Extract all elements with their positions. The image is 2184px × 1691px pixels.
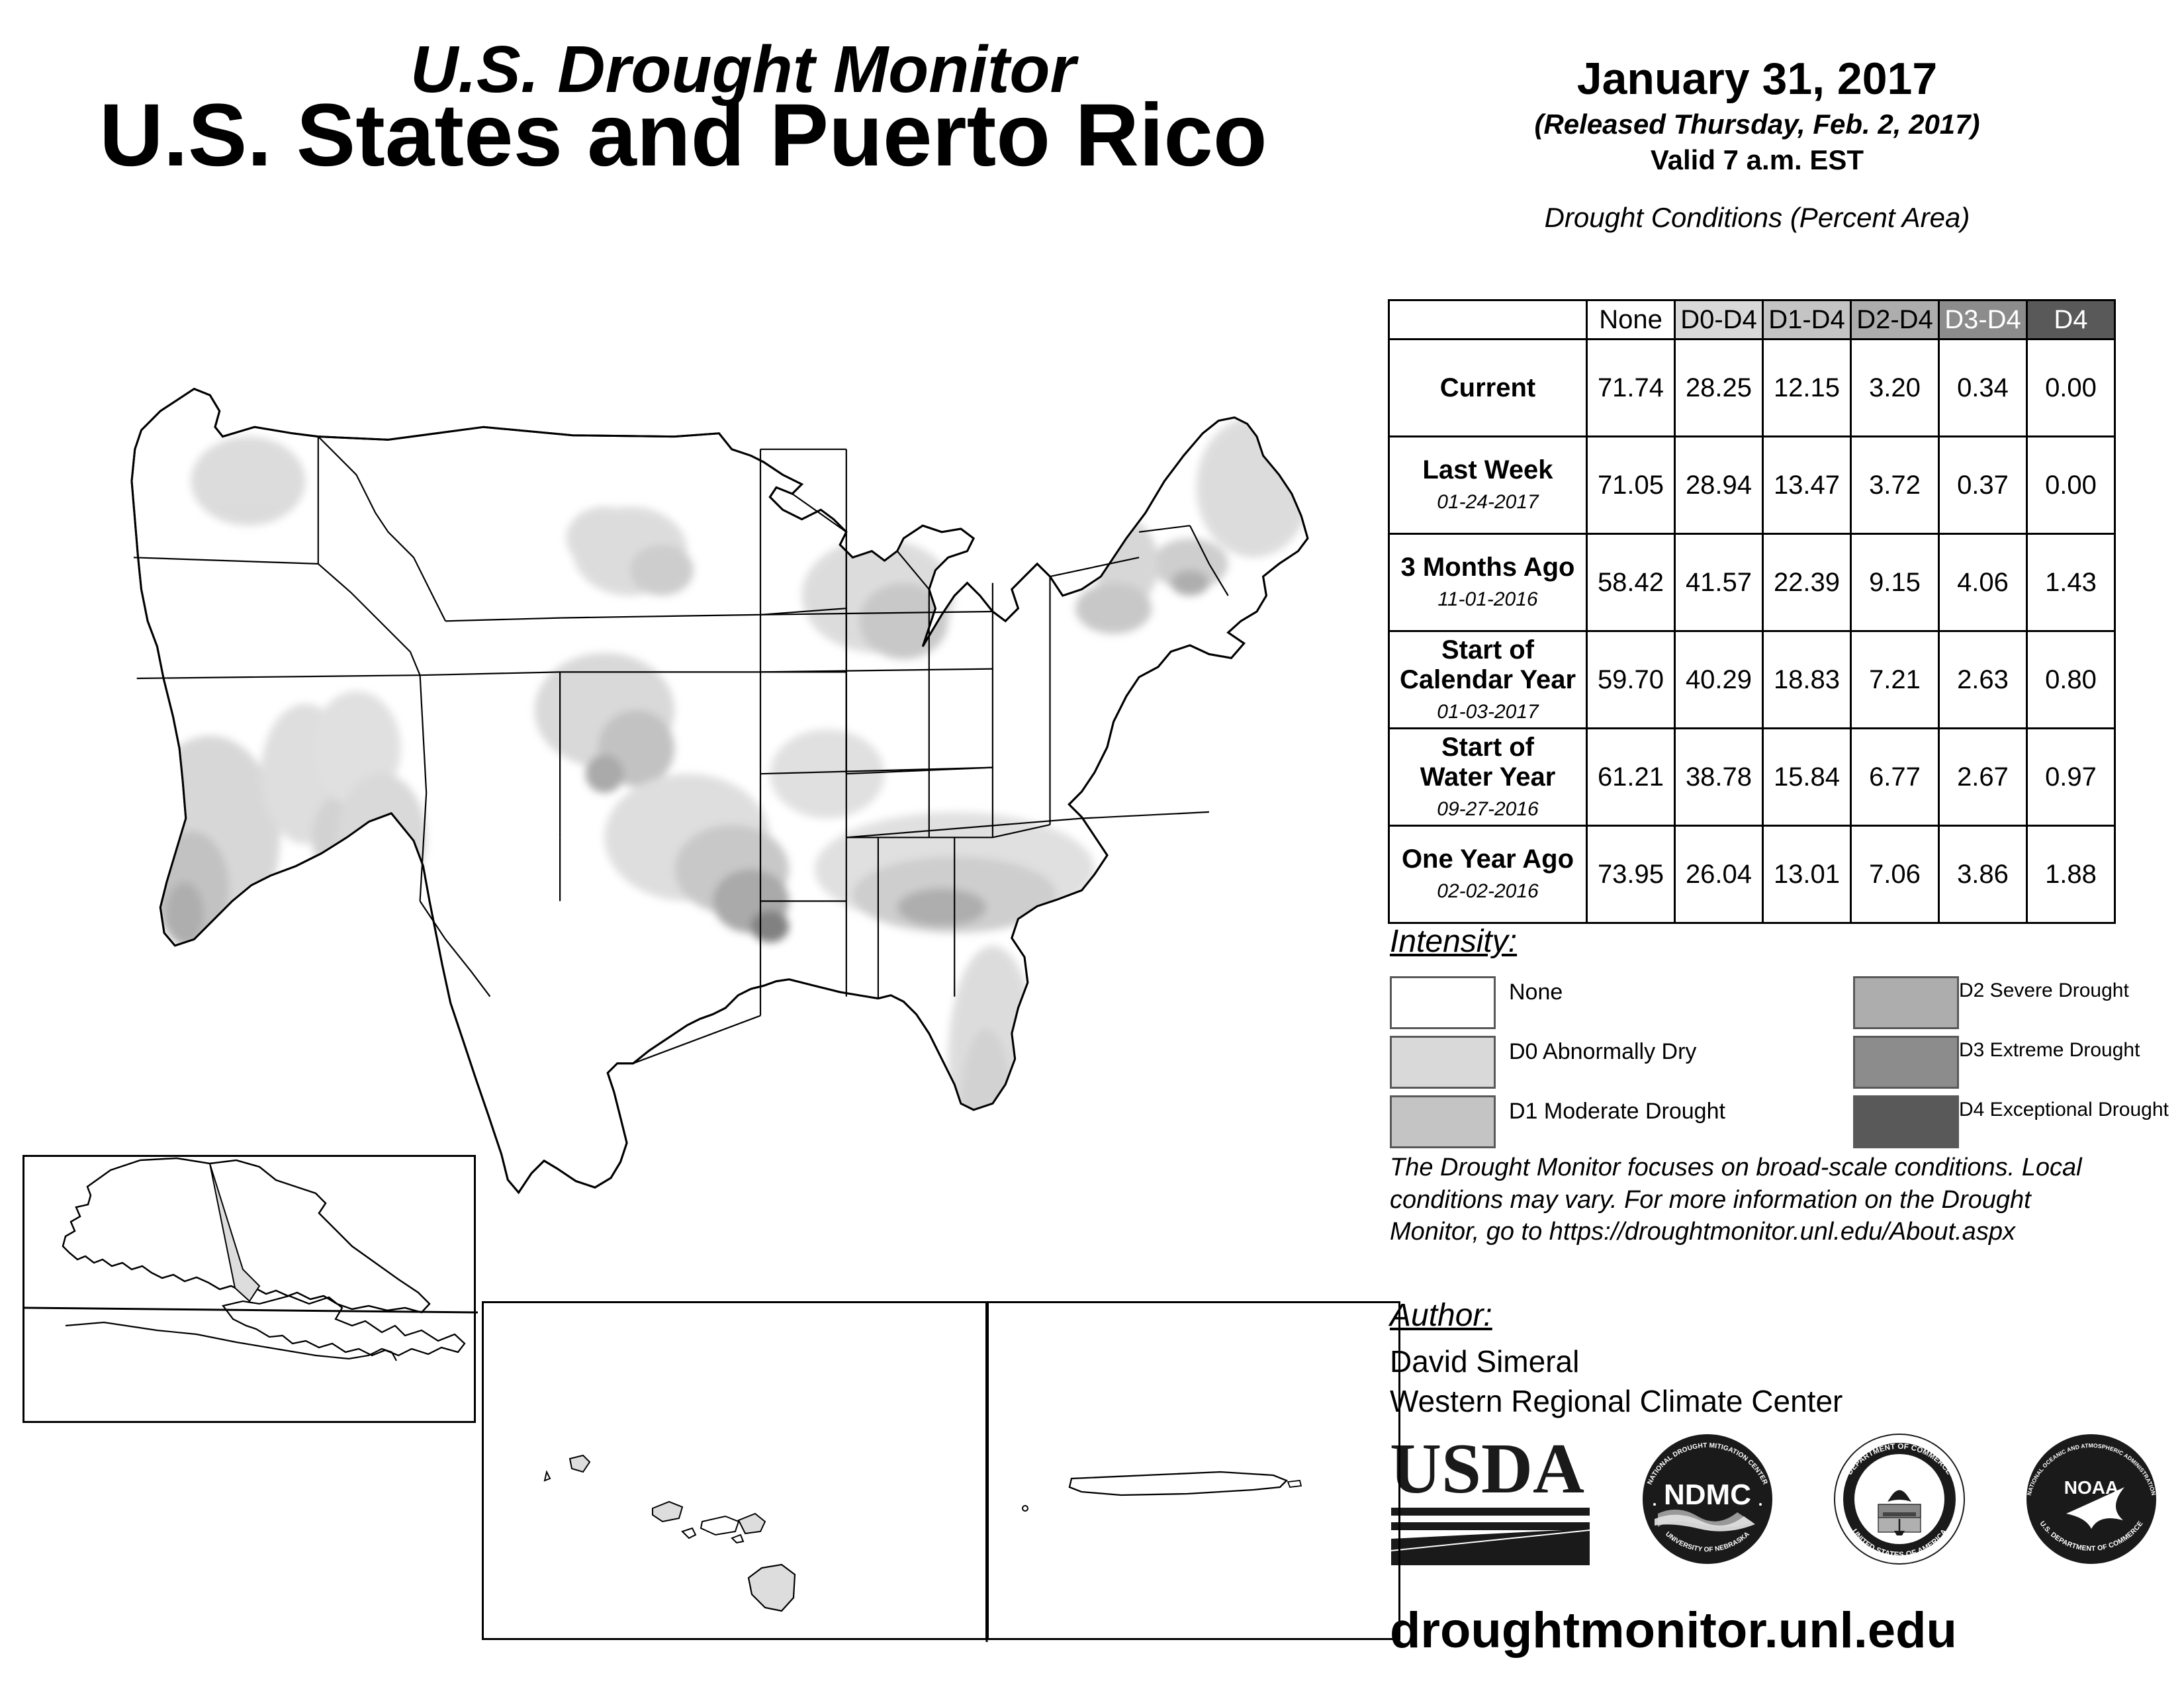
svg-text:USDA: USDA <box>1390 1430 1584 1508</box>
svg-text:★: ★ <box>1936 1499 1944 1510</box>
svg-text:★: ★ <box>1856 1499 1865 1510</box>
svg-text:NDMC: NDMC <box>1664 1479 1751 1511</box>
